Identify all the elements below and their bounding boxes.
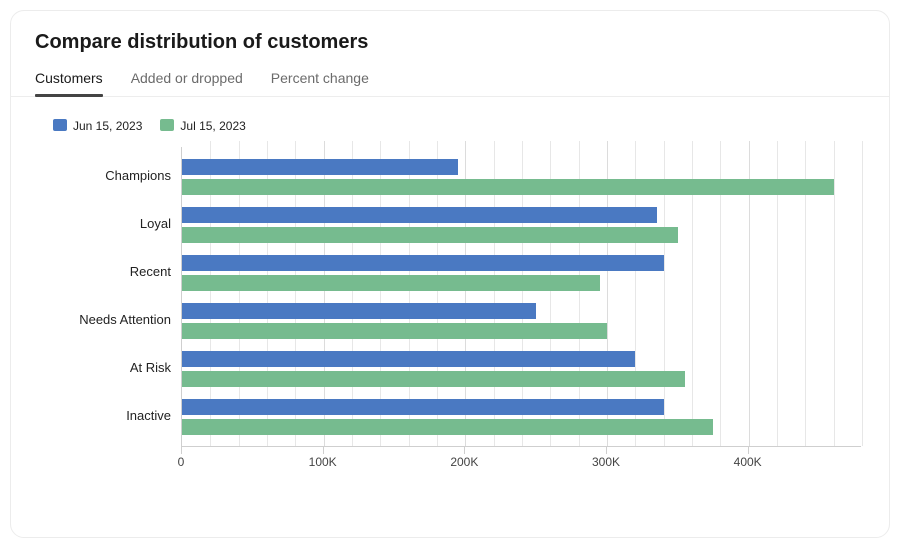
swatch-icon [160, 119, 174, 131]
bar-series-0 [182, 207, 657, 223]
bar-series-1 [182, 323, 607, 339]
y-category-label: Loyal [31, 216, 171, 231]
y-category-label: At Risk [31, 360, 171, 375]
x-tick-label: 0 [151, 455, 211, 469]
bar-series-1 [182, 227, 678, 243]
tab-label: Added or dropped [131, 70, 243, 86]
tab-added-or-dropped[interactable]: Added or dropped [131, 62, 243, 96]
bar-series-0 [182, 351, 635, 367]
x-tick-label: 100K [293, 455, 353, 469]
tab-customers[interactable]: Customers [35, 62, 103, 96]
bar-series-1 [182, 275, 600, 291]
dashboard-card: Compare distribution of customers Custom… [10, 10, 890, 538]
y-category-label: Champions [31, 168, 171, 183]
x-tick-mark [748, 447, 749, 454]
legend-label: Jul 15, 2023 [180, 119, 245, 133]
x-tick-mark [323, 447, 324, 454]
card-title: Compare distribution of customers [11, 11, 889, 62]
tab-label: Customers [35, 70, 103, 86]
y-category-label: Inactive [31, 408, 171, 423]
x-tick-mark [181, 447, 182, 454]
x-tick-label: 400K [718, 455, 778, 469]
x-tick-mark [464, 447, 465, 454]
bar-series-0 [182, 159, 458, 175]
bar-series-1 [182, 179, 834, 195]
y-category-label: Needs Attention [31, 312, 171, 327]
legend-item-series-0: Jun 15, 2023 [53, 119, 142, 133]
tab-percent-change[interactable]: Percent change [271, 62, 369, 96]
x-tick-mark [606, 447, 607, 454]
swatch-icon [53, 119, 67, 131]
plot-region [181, 147, 861, 447]
x-tick-label: 200K [434, 455, 494, 469]
x-tick-label: 300K [576, 455, 636, 469]
y-category-label: Recent [31, 264, 171, 279]
tab-label: Percent change [271, 70, 369, 86]
bar-series-0 [182, 399, 664, 415]
bar-series-0 [182, 255, 664, 271]
chart-legend: Jun 15, 2023 Jul 15, 2023 [31, 111, 869, 137]
bar-series-1 [182, 371, 685, 387]
gridline [834, 141, 835, 446]
tab-bar: Customers Added or dropped Percent chang… [11, 62, 889, 97]
legend-label: Jun 15, 2023 [73, 119, 142, 133]
bar-series-1 [182, 419, 713, 435]
bar-series-0 [182, 303, 536, 319]
gridline [862, 141, 863, 446]
legend-item-series-1: Jul 15, 2023 [160, 119, 245, 133]
chart-area: Jun 15, 2023 Jul 15, 2023 0 100K 200K 300K 4… [11, 97, 889, 495]
plot-wrapper: 0 100K 200K 300K 400K Champions Loyal Recent Nee… [31, 137, 871, 487]
